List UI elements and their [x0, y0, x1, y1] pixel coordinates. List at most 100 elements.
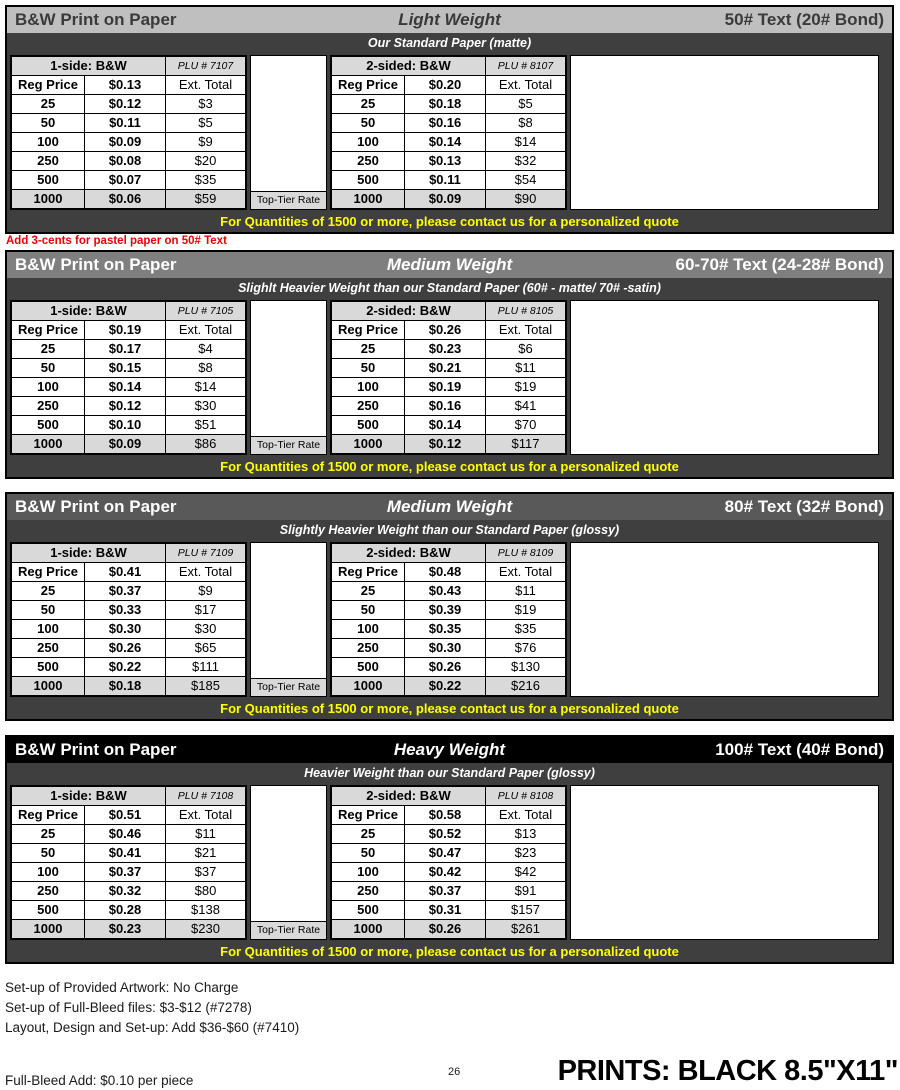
section-title: B&W Print on Paper	[15, 497, 177, 516]
section-stock-label: 60-70# Text (24-28# Bond)	[675, 255, 884, 274]
unit-price-cell: $0.33	[85, 601, 165, 619]
ext-total-cell: $8	[486, 114, 565, 132]
section-body: 1-side: B&W PLU # 7107 Reg Price $0.13 Ext. …	[7, 54, 892, 212]
ext-total-header: Ext. Total	[486, 806, 565, 824]
ext-total-header: Ext. Total	[166, 321, 245, 339]
base-price-cell: $0.13	[85, 76, 165, 94]
qty-cell: 100	[12, 133, 84, 151]
ext-total-cell: $21	[166, 844, 245, 862]
qty-cell: 50	[12, 359, 84, 377]
unit-price-cell: $0.26	[85, 639, 165, 657]
price-sheet-page: { "shared": { "quote": "For Quantities o…	[0, 5, 900, 1088]
section-body: 1-side: B&W PLU # 7105 Reg Price $0.19 Ext. …	[7, 299, 892, 457]
ext-total-cell: $14	[166, 378, 245, 396]
ext-total-cell: $76	[486, 639, 565, 657]
ext-total-cell: $80	[166, 882, 245, 900]
reg-price-header: Reg Price	[332, 321, 404, 339]
ext-total-cell: $70	[486, 416, 565, 434]
ext-total-cell: $32	[486, 152, 565, 170]
unit-price-cell: $0.47	[405, 844, 485, 862]
reg-price-header: Reg Price	[12, 321, 84, 339]
section-header: B&W Print on Paper Medium Weight 60-70# Te…	[7, 252, 892, 278]
unit-price-cell: $0.30	[85, 620, 165, 638]
ext-total-cell: $261	[486, 920, 565, 938]
reg-price-header: Reg Price	[332, 806, 404, 824]
unit-price-cell: $0.15	[85, 359, 165, 377]
section-body: 1-side: B&W PLU # 7109 Reg Price $0.41 Ext. …	[7, 541, 892, 699]
qty-cell: 500	[12, 171, 84, 189]
base-price-cell: $0.26	[405, 321, 485, 339]
ext-total-cell: $35	[486, 620, 565, 638]
unit-price-cell: $0.22	[405, 677, 485, 695]
unit-price-cell: $0.32	[85, 882, 165, 900]
ext-total-cell: $30	[166, 397, 245, 415]
section-weight-label: Medium Weight	[386, 255, 513, 274]
unit-price-cell: $0.09	[85, 133, 165, 151]
top-tier-rate-label: Top-Tier Rate	[250, 678, 327, 697]
ext-total-cell: $5	[486, 95, 565, 113]
qty-cell: 25	[12, 340, 84, 358]
ext-total-cell: $157	[486, 901, 565, 919]
section-subtitle: Slightly Heavier Weight than our Standar…	[7, 520, 892, 541]
section-body: 1-side: B&W PLU # 7108 Reg Price $0.51 Ext. …	[7, 784, 892, 942]
unit-price-cell: $0.52	[405, 825, 485, 843]
ext-total-header: Ext. Total	[486, 563, 565, 581]
ext-total-cell: $37	[166, 863, 245, 881]
ext-total-cell: $130	[486, 658, 565, 676]
unit-price-cell: $0.12	[405, 435, 485, 453]
pastel-paper-note: Add 3-cents for pastel paper on 50# Text	[6, 235, 227, 247]
ext-total-cell: $41	[486, 397, 565, 415]
ext-total-cell: $86	[166, 435, 245, 453]
table-title-cell: 1-side: B&W	[12, 57, 165, 75]
unit-price-cell: $0.41	[85, 844, 165, 862]
unit-price-cell: $0.13	[405, 152, 485, 170]
unit-price-cell: $0.46	[85, 825, 165, 843]
qty-cell: 250	[332, 397, 404, 415]
unit-price-cell: $0.11	[405, 171, 485, 189]
qty-cell: 500	[332, 658, 404, 676]
qty-cell: 250	[12, 882, 84, 900]
one-side-price-table: 1-side: B&W PLU # 7107 Reg Price $0.13 Ext. …	[10, 55, 247, 210]
table-title-cell: 2-sided: B&W	[332, 544, 485, 562]
ext-total-cell: $65	[166, 639, 245, 657]
qty-cell: 50	[12, 114, 84, 132]
section-stock-label: 50# Text (20# Bond)	[724, 10, 884, 29]
top-tier-rate-label: Top-Tier Rate	[250, 436, 327, 455]
unit-price-cell: $0.37	[405, 882, 485, 900]
qty-cell: 50	[332, 114, 404, 132]
qty-cell: 1000	[12, 190, 84, 208]
ext-total-cell: $117	[486, 435, 565, 453]
unit-price-cell: $0.37	[85, 582, 165, 600]
ext-total-header: Ext. Total	[166, 806, 245, 824]
ext-total-cell: $54	[486, 171, 565, 189]
ext-total-cell: $91	[486, 882, 565, 900]
unit-price-cell: $0.39	[405, 601, 485, 619]
top-tier-rate-label: Top-Tier Rate	[250, 921, 327, 940]
qty-cell: 250	[332, 882, 404, 900]
unit-price-cell: $0.06	[85, 190, 165, 208]
table-title-cell: 2-sided: B&W	[332, 57, 485, 75]
ext-total-cell: $51	[166, 416, 245, 434]
ext-total-cell: $23	[486, 844, 565, 862]
blank-area	[570, 785, 879, 940]
section-header: B&W Print on Paper Medium Weight 80# Text …	[7, 494, 892, 520]
qty-cell: 25	[332, 340, 404, 358]
ext-total-cell: $3	[166, 95, 245, 113]
ext-total-cell: $19	[486, 378, 565, 396]
reg-price-header: Reg Price	[332, 563, 404, 581]
unit-price-cell: $0.09	[85, 435, 165, 453]
ext-total-cell: $9	[166, 133, 245, 151]
one-side-price-table: 1-side: B&W PLU # 7108 Reg Price $0.51 Ext. …	[10, 785, 247, 940]
table-title-cell: 1-side: B&W	[12, 544, 165, 562]
two-sided-price-table: 2-sided: B&W PLU # 8107 Reg Price $0.20 Ext.…	[330, 55, 567, 210]
ext-total-cell: $11	[486, 359, 565, 377]
qty-cell: 50	[12, 844, 84, 862]
spacer-column: Top-Tier Rate	[250, 300, 327, 455]
price-section: B&W Print on Paper Heavy Weight 100# Text …	[5, 735, 894, 964]
unit-price-cell: $0.16	[405, 114, 485, 132]
qty-cell: 50	[332, 601, 404, 619]
ext-total-cell: $11	[166, 825, 245, 843]
qty-cell: 500	[332, 901, 404, 919]
qty-cell: 100	[12, 378, 84, 396]
section-title: B&W Print on Paper	[15, 10, 177, 29]
